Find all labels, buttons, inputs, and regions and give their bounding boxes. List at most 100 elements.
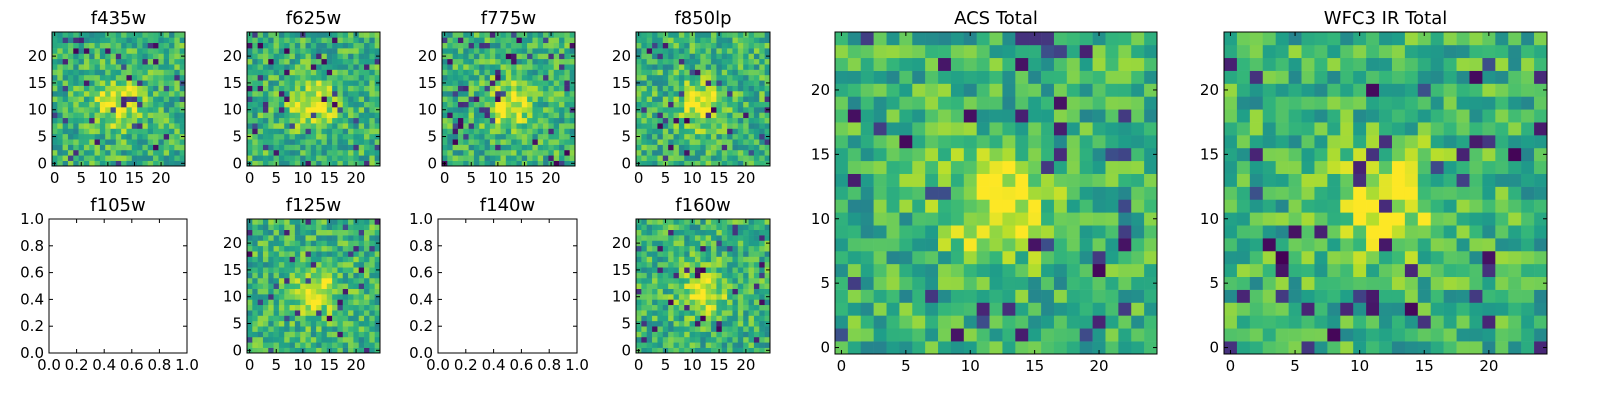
heatmap-cell <box>553 101 560 108</box>
heatmap-cell <box>657 74 664 81</box>
heatmap-cell <box>369 32 375 38</box>
heatmap-cell <box>705 235 712 241</box>
heatmap-cell <box>662 294 669 300</box>
heatmap-cell <box>711 256 717 263</box>
heatmap-cell <box>99 101 106 108</box>
heatmap-cell <box>1249 186 1264 200</box>
heatmap-cell <box>105 58 111 65</box>
heatmap-cell <box>94 160 101 167</box>
heatmap-cell <box>678 347 685 354</box>
heatmap-cell <box>759 224 765 231</box>
heatmap-cell <box>950 315 965 329</box>
heatmap-cell <box>1028 302 1042 316</box>
heatmap-cell <box>711 251 717 257</box>
heatmap-cell <box>873 32 887 46</box>
heatmap-cell <box>500 69 507 76</box>
heatmap-cell <box>278 224 285 231</box>
heatmap-cell <box>353 235 360 241</box>
heatmap-cell <box>737 336 744 343</box>
heatmap-cell <box>689 128 696 135</box>
heatmap-cell <box>310 283 317 289</box>
heatmap-cell <box>500 123 507 129</box>
heatmap-cell <box>305 37 312 44</box>
heatmap-cell <box>1028 225 1042 239</box>
heatmap-cell <box>452 96 459 102</box>
heatmap-cell <box>1482 341 1496 355</box>
heatmap-cell <box>52 90 58 97</box>
heatmap-cell <box>310 139 317 145</box>
heatmap-cell <box>673 251 680 257</box>
heatmap-cell <box>1002 199 1016 213</box>
heatmap-cell <box>1002 83 1016 97</box>
heatmap-cell <box>316 101 322 108</box>
heatmap-cell <box>646 123 653 129</box>
heatmap-cell <box>673 107 680 113</box>
heatmap-cell <box>115 149 122 156</box>
heatmap-cell <box>641 58 648 65</box>
heatmap-cell <box>564 42 570 49</box>
heatmap-cell <box>1053 96 1068 110</box>
heatmap-cell <box>764 283 771 289</box>
heatmap-cell <box>500 85 507 92</box>
heatmap-cell <box>316 123 322 129</box>
heatmap-cell <box>732 96 739 102</box>
heatmap-cell <box>559 42 565 49</box>
heatmap-cell <box>950 238 965 252</box>
heatmap-cell <box>364 310 370 316</box>
heatmap-cell <box>353 229 360 236</box>
heatmap-cell <box>463 53 469 60</box>
heatmap-cell <box>759 294 765 300</box>
heatmap-cell <box>142 85 149 92</box>
heatmap-cell <box>700 160 706 167</box>
heatmap-cell <box>374 315 381 322</box>
heatmap-cell <box>652 117 658 124</box>
heatmap-cell <box>289 331 296 338</box>
heatmap-cell <box>521 155 528 161</box>
heatmap-cell <box>1118 109 1132 123</box>
heatmap-cell <box>727 331 733 338</box>
heatmap-cell <box>711 117 717 124</box>
heatmap-cell <box>316 235 322 241</box>
heatmap-cell <box>694 326 701 332</box>
heatmap-cell <box>511 58 517 65</box>
heatmap-cell <box>636 315 642 322</box>
heatmap-cell <box>673 235 680 241</box>
heatmap-cell <box>764 336 771 343</box>
heatmap-cell <box>847 250 862 265</box>
heatmap-cell <box>938 109 952 123</box>
heatmap-cell <box>748 48 755 54</box>
heatmap-cell <box>447 48 453 54</box>
heatmap-cell <box>247 112 253 119</box>
heatmap-cell <box>641 123 648 129</box>
y-tick-label: 15 <box>612 261 631 279</box>
heatmap-cell <box>1301 225 1315 239</box>
heatmap-cell <box>110 85 117 92</box>
heatmap-cell <box>495 112 501 119</box>
heatmap-cell <box>1144 147 1158 162</box>
heatmap-cell <box>705 315 712 322</box>
heatmap-cell <box>273 294 280 300</box>
heatmap-cell <box>62 42 69 49</box>
heatmap-cell <box>759 261 765 268</box>
heatmap-cell <box>310 160 317 167</box>
heatmap-cell <box>899 109 913 123</box>
heatmap-cell <box>353 139 360 145</box>
heatmap-cell <box>353 331 360 338</box>
heatmap-cell <box>1224 186 1238 200</box>
heatmap-cell <box>886 160 900 174</box>
heatmap-cell <box>641 101 648 108</box>
heatmap-cell <box>62 37 69 44</box>
heatmap-cell <box>705 69 712 76</box>
heatmap-cell <box>342 320 349 327</box>
heatmap-cell <box>673 69 680 76</box>
heatmap-cell <box>753 229 760 236</box>
heatmap-cell <box>716 245 723 252</box>
heatmap-cell <box>262 85 269 92</box>
heatmap-cell <box>646 155 653 161</box>
heatmap-cell <box>89 53 95 60</box>
heatmap-cell <box>1105 186 1119 200</box>
heatmap-cell <box>289 160 296 167</box>
heatmap-cell <box>153 58 159 65</box>
heatmap-cell <box>289 80 296 86</box>
heatmap-cell <box>652 96 658 102</box>
